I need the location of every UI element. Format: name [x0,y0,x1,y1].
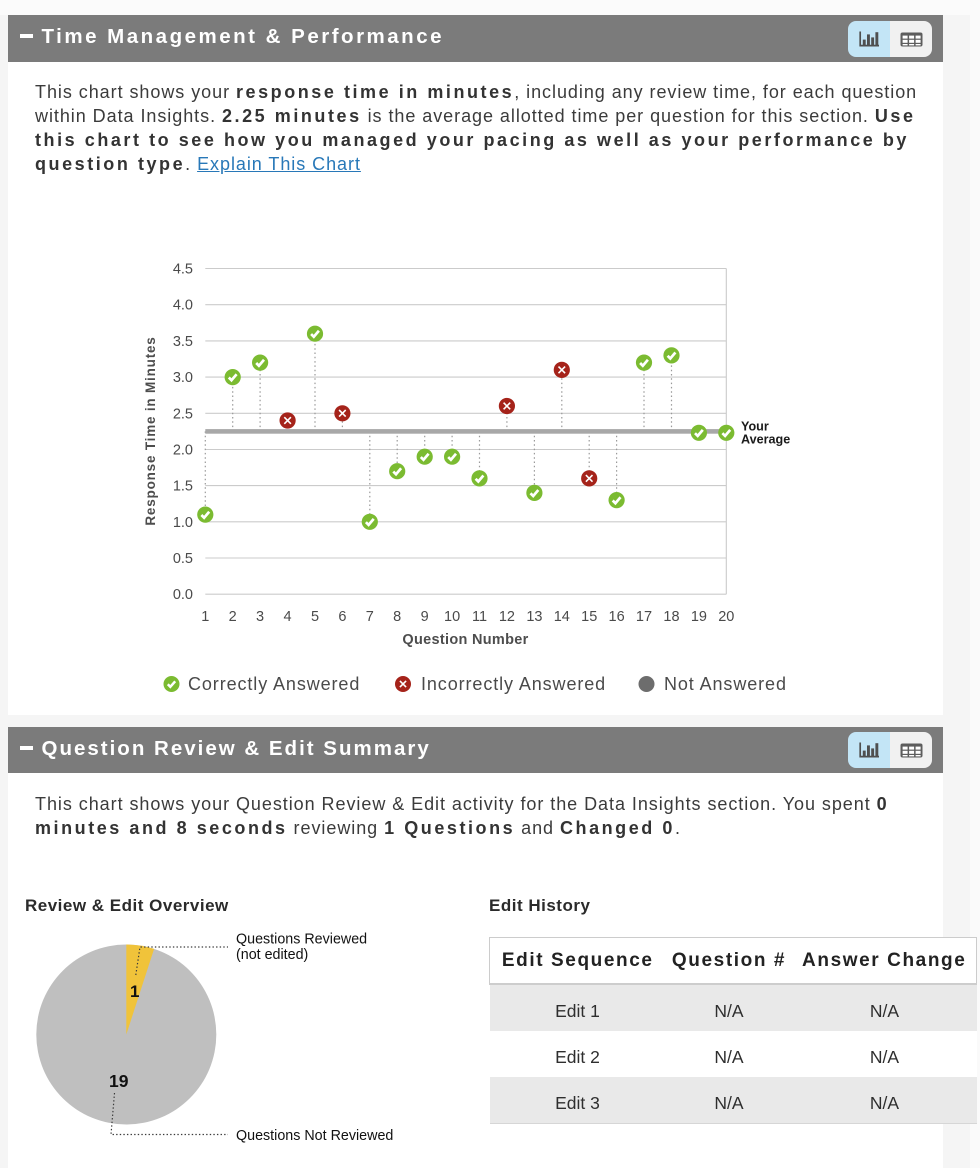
svg-text:10: 10 [444,609,460,625]
svg-text:19: 19 [691,609,707,625]
svg-text:8: 8 [393,609,401,625]
svg-text:1.5: 1.5 [173,479,193,495]
svg-text:20: 20 [718,609,734,625]
svg-text:13: 13 [526,609,542,625]
svg-text:11: 11 [472,609,487,625]
svg-text:5: 5 [311,609,319,625]
svg-text:7: 7 [366,609,374,625]
svg-text:3.5: 3.5 [173,334,193,350]
svg-text:Average: Average [741,433,790,447]
svg-text:Questions Reviewed: Questions Reviewed [236,932,367,948]
svg-text:18: 18 [663,609,679,625]
svg-text:2: 2 [229,609,237,625]
svg-text:0.5: 0.5 [173,551,193,567]
svg-text:4.5: 4.5 [173,262,193,278]
svg-text:Questions Not Reviewed: Questions Not Reviewed [236,1128,393,1144]
svg-text:6: 6 [338,609,346,625]
svg-text:14: 14 [554,609,570,625]
svg-text:4: 4 [284,609,292,625]
svg-text:19: 19 [109,1071,129,1091]
svg-text:Incorrectly Answered: Incorrectly Answered [421,674,606,694]
svg-text:3.0: 3.0 [173,370,193,386]
svg-text:1.0: 1.0 [173,515,193,531]
svg-text:17: 17 [636,609,652,625]
svg-text:3: 3 [256,609,264,625]
svg-text:2.5: 2.5 [173,406,193,422]
svg-text:1: 1 [130,982,139,1001]
svg-text:4.0: 4.0 [173,298,193,314]
svg-text:Question Number: Question Number [402,632,528,648]
svg-text:2.0: 2.0 [173,443,193,459]
svg-text:12: 12 [499,609,515,625]
svg-text:Your: Your [741,420,769,434]
svg-text:0.0: 0.0 [173,587,193,603]
svg-text:Not Answered: Not Answered [664,674,787,694]
svg-text:Correctly Answered: Correctly Answered [188,674,360,694]
svg-text:Response Time in Minutes: Response Time in Minutes [143,336,158,525]
svg-text:1: 1 [201,609,209,625]
svg-text:16: 16 [609,609,625,625]
svg-text:9: 9 [421,609,429,625]
svg-text:15: 15 [581,609,597,625]
svg-text:(not edited): (not edited) [236,947,308,963]
